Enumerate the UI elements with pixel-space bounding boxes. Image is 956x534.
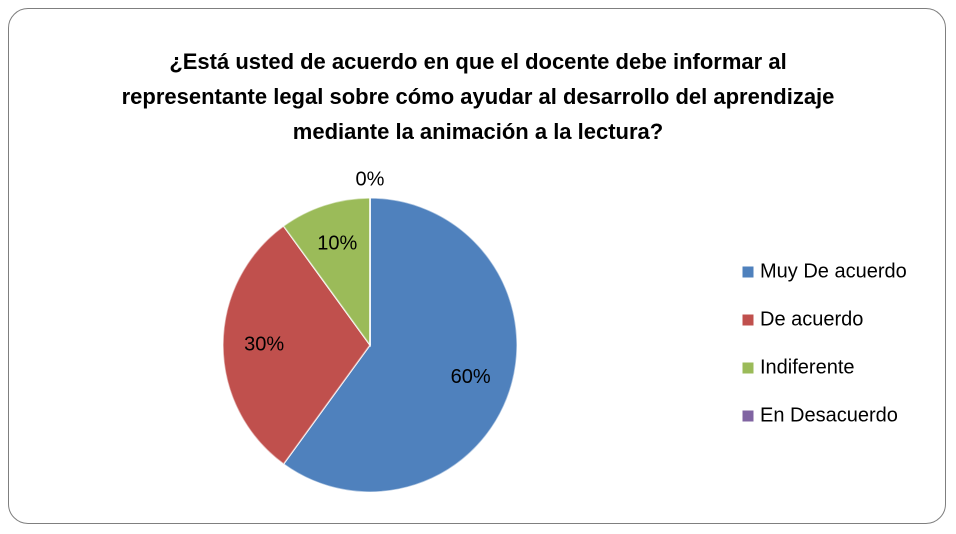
chart-title: ¿Está usted de acuerdo en que el docente… — [121, 49, 835, 144]
legend-marker — [741, 409, 755, 423]
chart-frame — [8, 8, 946, 524]
legend-marker — [741, 313, 755, 327]
legend-label: Indiferente — [760, 356, 855, 378]
data-label: 30% — [244, 333, 284, 355]
legend-label: En Desacuerdo — [760, 404, 898, 426]
data-label: 0% — [356, 169, 385, 191]
data-label: 10% — [317, 233, 357, 255]
legend-marker — [741, 265, 755, 279]
legend-label: Muy De acuerdo — [760, 260, 907, 282]
legend-label: De acuerdo — [760, 308, 863, 330]
data-label: 60% — [451, 366, 491, 388]
legend-marker — [741, 361, 755, 375]
